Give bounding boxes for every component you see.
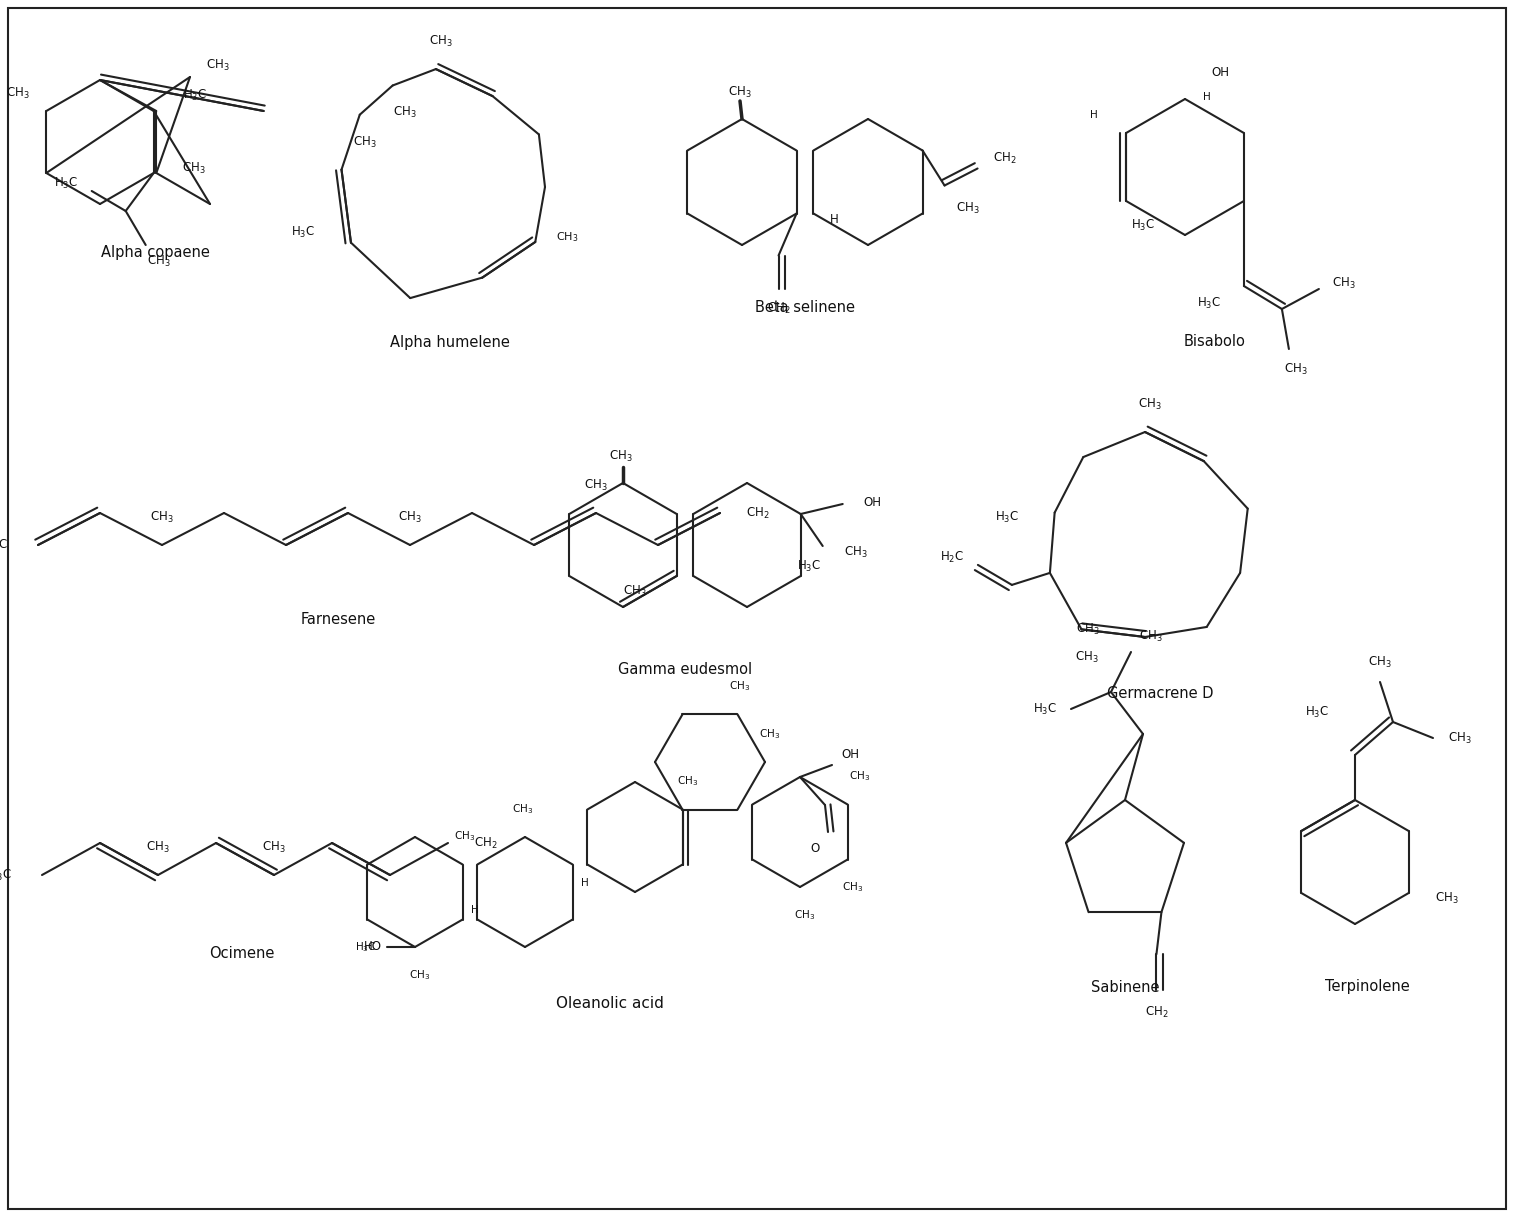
Text: H$_3$C: H$_3$C (354, 941, 375, 954)
Text: CH$_2$: CH$_2$ (993, 151, 1016, 166)
Text: CH$_3$: CH$_3$ (1449, 730, 1472, 746)
Text: CH$_3$: CH$_3$ (760, 727, 781, 741)
Text: CH$_3$: CH$_3$ (454, 830, 475, 843)
Text: CH$_3$: CH$_3$ (677, 774, 698, 789)
Text: CH$_3$: CH$_3$ (955, 201, 980, 217)
Text: H$_3$C: H$_3$C (53, 175, 77, 191)
Text: H$_3$C: H$_3$C (1033, 701, 1057, 717)
Text: CH$_3$: CH$_3$ (150, 510, 174, 525)
Text: CH$_3$: CH$_3$ (409, 968, 430, 982)
Text: H: H (471, 905, 478, 915)
Text: CH$_3$: CH$_3$ (728, 679, 749, 694)
Text: Oleanolic acid: Oleanolic acid (556, 997, 665, 1011)
Text: CH$_3$: CH$_3$ (842, 881, 863, 894)
Text: OH: OH (1211, 66, 1229, 79)
Text: CH$_3$: CH$_3$ (147, 840, 170, 854)
Text: CH$_3$: CH$_3$ (622, 583, 646, 599)
Text: OH: OH (840, 748, 858, 762)
Text: Bisabolo: Bisabolo (1184, 335, 1246, 349)
Text: CH$_3$: CH$_3$ (392, 105, 416, 120)
Text: CH$_2$: CH$_2$ (474, 835, 498, 851)
Text: Beta selinene: Beta selinene (755, 299, 855, 314)
Text: Alpha copaene: Alpha copaene (100, 245, 209, 259)
Text: Sabinene: Sabinene (1090, 980, 1160, 994)
Text: H$_3$C: H$_3$C (796, 559, 821, 573)
Text: CH$_3$: CH$_3$ (1075, 650, 1098, 664)
Text: CH$_3$: CH$_3$ (512, 802, 533, 815)
Text: H: H (830, 213, 839, 226)
Text: H$_2$C: H$_2$C (940, 550, 964, 566)
Text: OH: OH (863, 495, 881, 509)
Text: CH$_2$: CH$_2$ (1145, 1004, 1169, 1020)
Text: H: H (1204, 92, 1211, 102)
Text: CH$_3$: CH$_3$ (262, 840, 286, 854)
Text: Gamma eudesmol: Gamma eudesmol (618, 662, 752, 678)
Text: CH$_3$: CH$_3$ (398, 510, 422, 525)
Text: CH$_3$: CH$_3$ (1369, 655, 1391, 669)
Text: CH$_3$: CH$_3$ (795, 908, 816, 922)
Text: HO: HO (363, 941, 382, 953)
Text: CH$_3$: CH$_3$ (1076, 622, 1099, 636)
Text: Terpinolene: Terpinolene (1325, 980, 1410, 994)
Text: H$_3$C: H$_3$C (1131, 218, 1155, 232)
Text: CH$_3$: CH$_3$ (1139, 397, 1161, 411)
Text: CH$_3$: CH$_3$ (556, 230, 578, 243)
Text: CH$_3$: CH$_3$ (849, 769, 871, 784)
Text: H$_3$C: H$_3$C (0, 538, 8, 553)
Text: CH$_2$: CH$_2$ (746, 505, 769, 521)
Text: CH$_3$: CH$_3$ (1332, 275, 1355, 291)
Text: H: H (581, 877, 589, 887)
Text: CH$_3$: CH$_3$ (843, 544, 868, 560)
Text: CH$_3$: CH$_3$ (206, 57, 230, 73)
Text: CH$_3$: CH$_3$ (1284, 361, 1308, 376)
Text: CH$_3$: CH$_3$ (584, 477, 607, 493)
Text: CH$_3$: CH$_3$ (6, 85, 30, 101)
Text: CH$_3$: CH$_3$ (728, 84, 752, 100)
Text: O: O (810, 842, 819, 856)
Text: H$_3$C: H$_3$C (291, 225, 315, 240)
Text: CH$_2$: CH$_2$ (766, 301, 790, 316)
Text: Ocimene: Ocimene (209, 946, 274, 960)
Text: Alpha humelene: Alpha humelene (391, 335, 510, 349)
Text: CH$_3$: CH$_3$ (428, 34, 453, 49)
Text: CH$_3$: CH$_3$ (609, 448, 633, 464)
Text: H$_3$C: H$_3$C (1198, 296, 1220, 310)
Text: CH$_3$: CH$_3$ (353, 135, 377, 150)
Text: H$_3$C: H$_3$C (0, 868, 12, 882)
Text: Germacrene D: Germacrene D (1107, 686, 1213, 701)
Text: CH$_3$: CH$_3$ (1139, 628, 1163, 644)
Text: H$_3$C: H$_3$C (1305, 705, 1329, 719)
Text: CH$_3$: CH$_3$ (147, 253, 171, 269)
Text: Farnesene: Farnesene (300, 612, 375, 628)
Text: H$_3$C: H$_3$C (183, 88, 207, 102)
Text: CH$_3$: CH$_3$ (1435, 891, 1458, 905)
Text: H: H (1090, 110, 1098, 120)
Text: CH$_3$: CH$_3$ (183, 161, 206, 175)
Text: H$_3$C: H$_3$C (995, 510, 1019, 526)
